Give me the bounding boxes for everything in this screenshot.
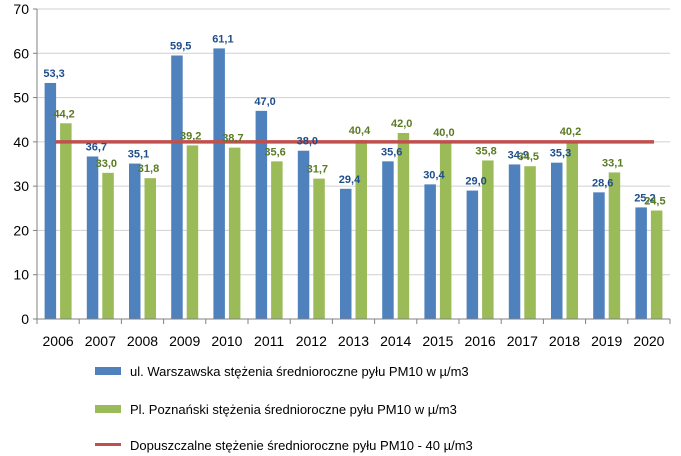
y-tick-label: 70 xyxy=(13,1,29,17)
x-tick-label: 2012 xyxy=(296,333,327,349)
data-label-warszawska: 35,6 xyxy=(381,146,402,158)
legend-swatch-warszawska xyxy=(95,367,121,375)
bar-warszawska xyxy=(424,184,436,319)
bar-poznanski xyxy=(102,172,114,319)
data-label-poznanski: 44,2 xyxy=(53,108,74,120)
x-tick-label: 2016 xyxy=(465,333,496,349)
bars xyxy=(44,48,663,320)
data-label-warszawska: 29,4 xyxy=(339,174,361,186)
bar-poznanski xyxy=(228,147,241,319)
data-label-warszawska: 30,4 xyxy=(423,169,445,181)
bar-poznanski xyxy=(271,161,283,319)
bar-poznanski xyxy=(566,140,578,319)
legend-label-warszawska: ul. Warszawska stężenia średnioroczne py… xyxy=(130,364,469,379)
x-tick-label: 2010 xyxy=(211,333,242,349)
y-tick-label: 40 xyxy=(13,134,29,150)
data-label-warszawska: 35,3 xyxy=(550,148,571,160)
bar-poznanski xyxy=(439,141,452,319)
y-tick-label: 10 xyxy=(13,267,29,283)
data-label-warszawska: 34,9 xyxy=(508,149,529,161)
bar-warszawska xyxy=(129,163,141,319)
data-label-warszawska: 35,1 xyxy=(128,149,149,161)
bar-poznanski xyxy=(397,133,410,319)
y-tick-label: 30 xyxy=(13,178,29,194)
bar-poznanski xyxy=(482,160,494,319)
bar-warszawska xyxy=(635,207,647,319)
legend: ul. Warszawska stężenia średnioroczne py… xyxy=(95,364,473,453)
bar-poznanski xyxy=(60,123,72,319)
data-label-poznanski: 31,7 xyxy=(307,164,328,176)
y-tick-label: 60 xyxy=(13,45,29,61)
data-label-warszawska: 38,0 xyxy=(297,136,318,148)
data-label-poznanski: 24,5 xyxy=(644,196,665,208)
data-label-poznanski: 35,6 xyxy=(264,146,285,158)
bar-poznanski xyxy=(650,210,663,319)
data-label-poznanski: 42,0 xyxy=(391,118,412,130)
x-tick-label: 2007 xyxy=(85,333,116,349)
data-label-poznanski: 34,5 xyxy=(518,151,539,163)
data-label-poznanski: 38,7 xyxy=(222,133,243,145)
data-label-poznanski: 35,8 xyxy=(475,145,496,157)
bar-warszawska xyxy=(213,48,225,320)
data-labels: 53,3 36,7 35,1 59,5 61,1 47,0 38,0 29,4 35,6 30,4… xyxy=(43,33,665,207)
x-tick-label: 2020 xyxy=(633,333,664,349)
data-label-warszawska: 25,2 xyxy=(634,192,655,204)
data-label-poznanski: 31,8 xyxy=(138,163,159,175)
y-axis-ticks: 0 10 20 30 40 50 60 70 xyxy=(13,1,29,327)
y-tick-label: 0 xyxy=(21,311,29,327)
data-label-warszawska: 59,5 xyxy=(170,41,191,53)
bar-warszawska xyxy=(297,150,310,319)
bar-warszawska xyxy=(508,164,521,319)
bar-poznanski xyxy=(144,178,156,319)
data-label-warszawska: 47,0 xyxy=(254,96,275,108)
x-tick-label: 2015 xyxy=(422,333,453,349)
legend-swatch-poznanski xyxy=(95,405,121,413)
x-tick-label: 2019 xyxy=(591,333,622,349)
bar-warszawska xyxy=(171,55,183,319)
data-label-poznanski: 39,2 xyxy=(180,130,201,142)
x-tick-label: 2013 xyxy=(338,333,369,349)
axes xyxy=(33,8,671,324)
bar-warszawska xyxy=(255,110,268,319)
bar-warszawska xyxy=(551,162,563,319)
data-label-poznanski: 40,0 xyxy=(433,127,454,139)
bar-poznanski xyxy=(524,166,536,319)
x-tick-label: 2009 xyxy=(169,333,200,349)
bar-warszawska xyxy=(382,161,394,319)
bar-warszawska xyxy=(593,192,605,319)
data-label-warszawska: 53,3 xyxy=(43,68,64,80)
data-label-poznanski: 40,2 xyxy=(560,126,581,138)
data-label-warszawska: 29,0 xyxy=(465,176,486,188)
legend-label-limit: Dopuszczalne stężenie średnioroczne pyłu… xyxy=(130,438,473,453)
x-tick-label: 2018 xyxy=(549,333,580,349)
legend-label-poznanski: Pl. Poznański stężenia średnioroczne pył… xyxy=(130,402,457,417)
x-tick-label: 2017 xyxy=(507,333,538,349)
y-tick-label: 50 xyxy=(13,90,29,106)
data-label-poznanski: 33,1 xyxy=(602,157,623,169)
bar-poznanski xyxy=(186,145,199,319)
bar-warszawska xyxy=(44,82,57,319)
bar-poznanski xyxy=(313,178,325,319)
bar-warszawska xyxy=(86,156,99,319)
data-label-warszawska: 36,7 xyxy=(86,141,107,153)
bar-poznanski xyxy=(355,140,367,319)
bar-warszawska xyxy=(466,190,479,319)
x-tick-label: 2006 xyxy=(43,333,74,349)
x-tick-label: 2008 xyxy=(127,333,158,349)
legend-swatch-limit xyxy=(95,443,121,446)
bar-poznanski xyxy=(608,172,621,319)
data-label-poznanski: 33,0 xyxy=(96,158,117,170)
data-label-warszawska: 61,1 xyxy=(212,33,233,45)
x-axis-ticks: 2006 2007 2008 2009 2010 2011 2012 2013 2014 2015… xyxy=(43,333,665,349)
bar-warszawska xyxy=(340,188,352,319)
data-label-warszawska: 28,6 xyxy=(592,177,613,189)
data-label-poznanski: 40,4 xyxy=(349,125,371,137)
y-tick-label: 20 xyxy=(13,222,29,238)
x-tick-label: 2014 xyxy=(380,333,411,349)
x-tick-label: 2011 xyxy=(254,333,284,349)
